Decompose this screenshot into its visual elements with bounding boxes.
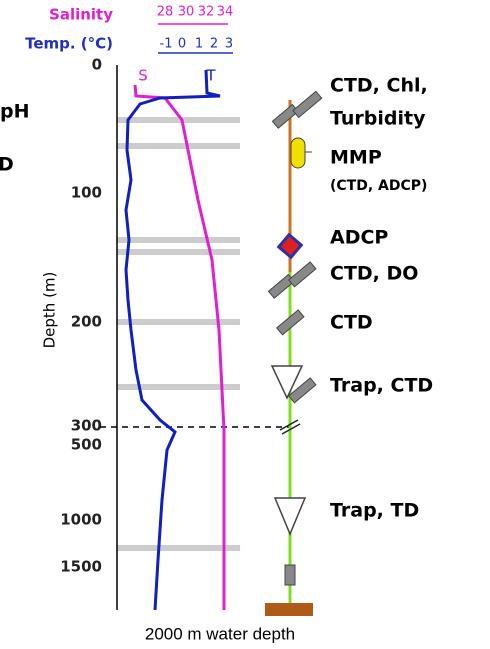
salinity-tick: 28 [157,5,174,20]
depth-tick: 200 [71,313,102,331]
instrument-label: Trap, CTD [330,375,433,397]
temp-label: Temp. (°C) [25,35,113,53]
axis-label: Depth (m) [41,272,59,349]
mmp [290,137,306,169]
salinity-label: Salinity [49,6,113,24]
temp-tick: 1 [195,37,203,52]
temp-tick: -1 [160,37,173,52]
adcp [276,232,304,260]
depth-tick: 100 [71,184,102,202]
depth-tick: 1000 [60,511,102,529]
side-label: pH [0,101,30,123]
anchor [265,603,313,616]
curve-label: T [205,67,216,85]
ctd-sensors [267,90,323,586]
instrument-label: ADCP [330,227,388,249]
depth-tick: 1500 [60,558,102,576]
temperature-profile [124,69,221,611]
instrument-label: CTD [330,312,373,334]
salinity-tick: 30 [178,5,195,20]
depth-tick: 300 [71,417,102,435]
depth-bands [117,117,240,551]
line-break [279,419,301,435]
temp-tick: 0 [178,37,186,52]
salinity-profile [133,84,226,610]
instrument-label: Turbidity [330,108,426,130]
temp-tick: 2 [210,37,218,52]
trap [270,365,304,400]
trap [273,497,307,536]
instrument-label: Trap, TD [330,500,419,522]
depth-tick: 0 [92,56,102,74]
salinity-tick: 34 [217,5,234,20]
depth-tick: 500 [71,436,102,454]
instrument-label: MMP [330,147,382,169]
curve-label: S [138,67,148,85]
salinity-tick: 32 [198,5,215,20]
instrument-label: (CTD, ADCP) [330,178,427,194]
temp-tick: 3 [225,37,233,52]
footer: 2000 m water depth [145,624,295,643]
instrument-label: CTD, Chl, [330,75,428,97]
instrument-label: CTD, DO [330,263,418,285]
side-label: D [0,154,14,176]
